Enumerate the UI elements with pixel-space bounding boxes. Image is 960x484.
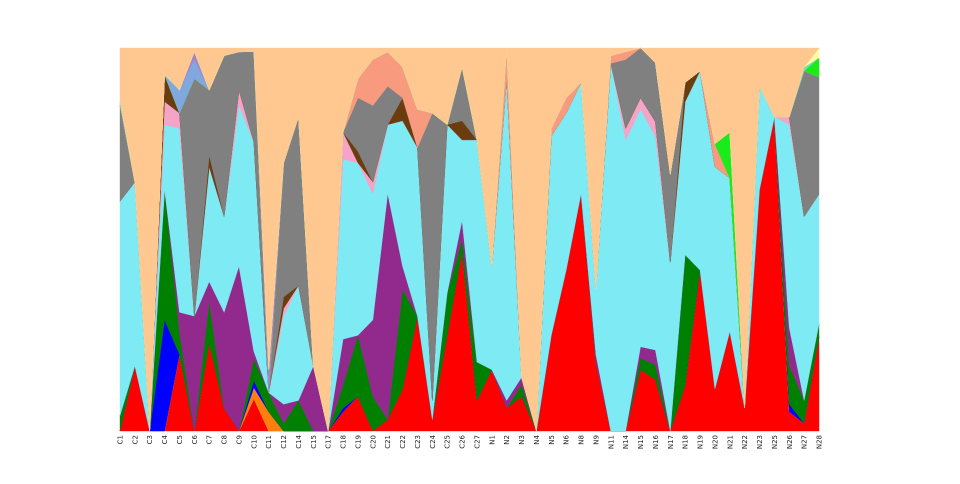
x-tick-label: C9 (235, 435, 243, 444)
x-tick-label: C22 (399, 435, 407, 449)
x-tick-label: C5 (176, 435, 184, 444)
x-tick-label: C20 (369, 435, 377, 449)
x-tick-label: N11 (607, 435, 615, 449)
x-tick-label: C19 (354, 435, 362, 449)
x-tick-label: N8 (578, 435, 586, 445)
x-tick-label: N1 (488, 435, 496, 445)
x-tick-label: C2 (131, 435, 139, 444)
x-tick-label: N20 (711, 435, 719, 449)
x-tick-label: N23 (756, 435, 764, 449)
x-tick-label: N16 (652, 434, 660, 449)
x-tick-label: N18 (682, 435, 690, 449)
x-tick-label: N6 (563, 434, 571, 444)
x-tick-label: C17 (325, 435, 333, 449)
x-tick-label: C3 (146, 435, 154, 444)
x-tick-label: C26 (459, 434, 467, 448)
x-tick-label: N19 (697, 435, 705, 449)
area-series-group (119, 47, 820, 432)
x-tick-label: N3 (518, 435, 526, 445)
x-tick-label: C10 (250, 435, 258, 449)
x-tick-label: N21 (726, 435, 734, 449)
x-tick-label: C27 (473, 435, 481, 449)
x-tick-label: N17 (667, 435, 675, 449)
x-tick-label: C25 (444, 435, 452, 449)
x-tick-label: N27 (801, 435, 809, 449)
x-tick-label: C4 (161, 434, 169, 444)
area-series-17 (119, 47, 820, 432)
x-tick-label: N22 (741, 435, 749, 449)
x-tick-label: C14 (295, 434, 303, 448)
x-axis-ticks: C1 C2 C3 C4 C5 C6 C7 C8 C9 C10 C11 C12 C14 C15 C17 C18 C… (117, 434, 824, 449)
x-tick-label: N2 (503, 435, 511, 445)
x-tick-label: N5 (548, 435, 556, 445)
x-tick-label: N26 (786, 434, 794, 449)
x-tick-label: C18 (340, 435, 348, 449)
x-tick-label: C8 (221, 435, 229, 444)
x-tick-label: N4 (533, 434, 541, 444)
x-tick-label: C1 (117, 435, 125, 444)
x-tick-label: C21 (384, 435, 392, 449)
x-tick-label: N28 (816, 435, 824, 449)
x-tick-label: C24 (429, 434, 437, 448)
x-tick-label: C23 (414, 435, 422, 449)
x-tick-label: N9 (592, 435, 600, 445)
x-tick-label: C7 (206, 435, 214, 444)
x-tick-label: N14 (622, 434, 630, 449)
x-tick-label: C12 (280, 435, 288, 449)
x-tick-label: C11 (265, 435, 273, 449)
x-tick-label: N25 (771, 435, 779, 449)
x-tick-label: C15 (310, 435, 318, 449)
x-tick-label: C6 (191, 434, 199, 444)
x-tick-label: N15 (637, 435, 645, 449)
